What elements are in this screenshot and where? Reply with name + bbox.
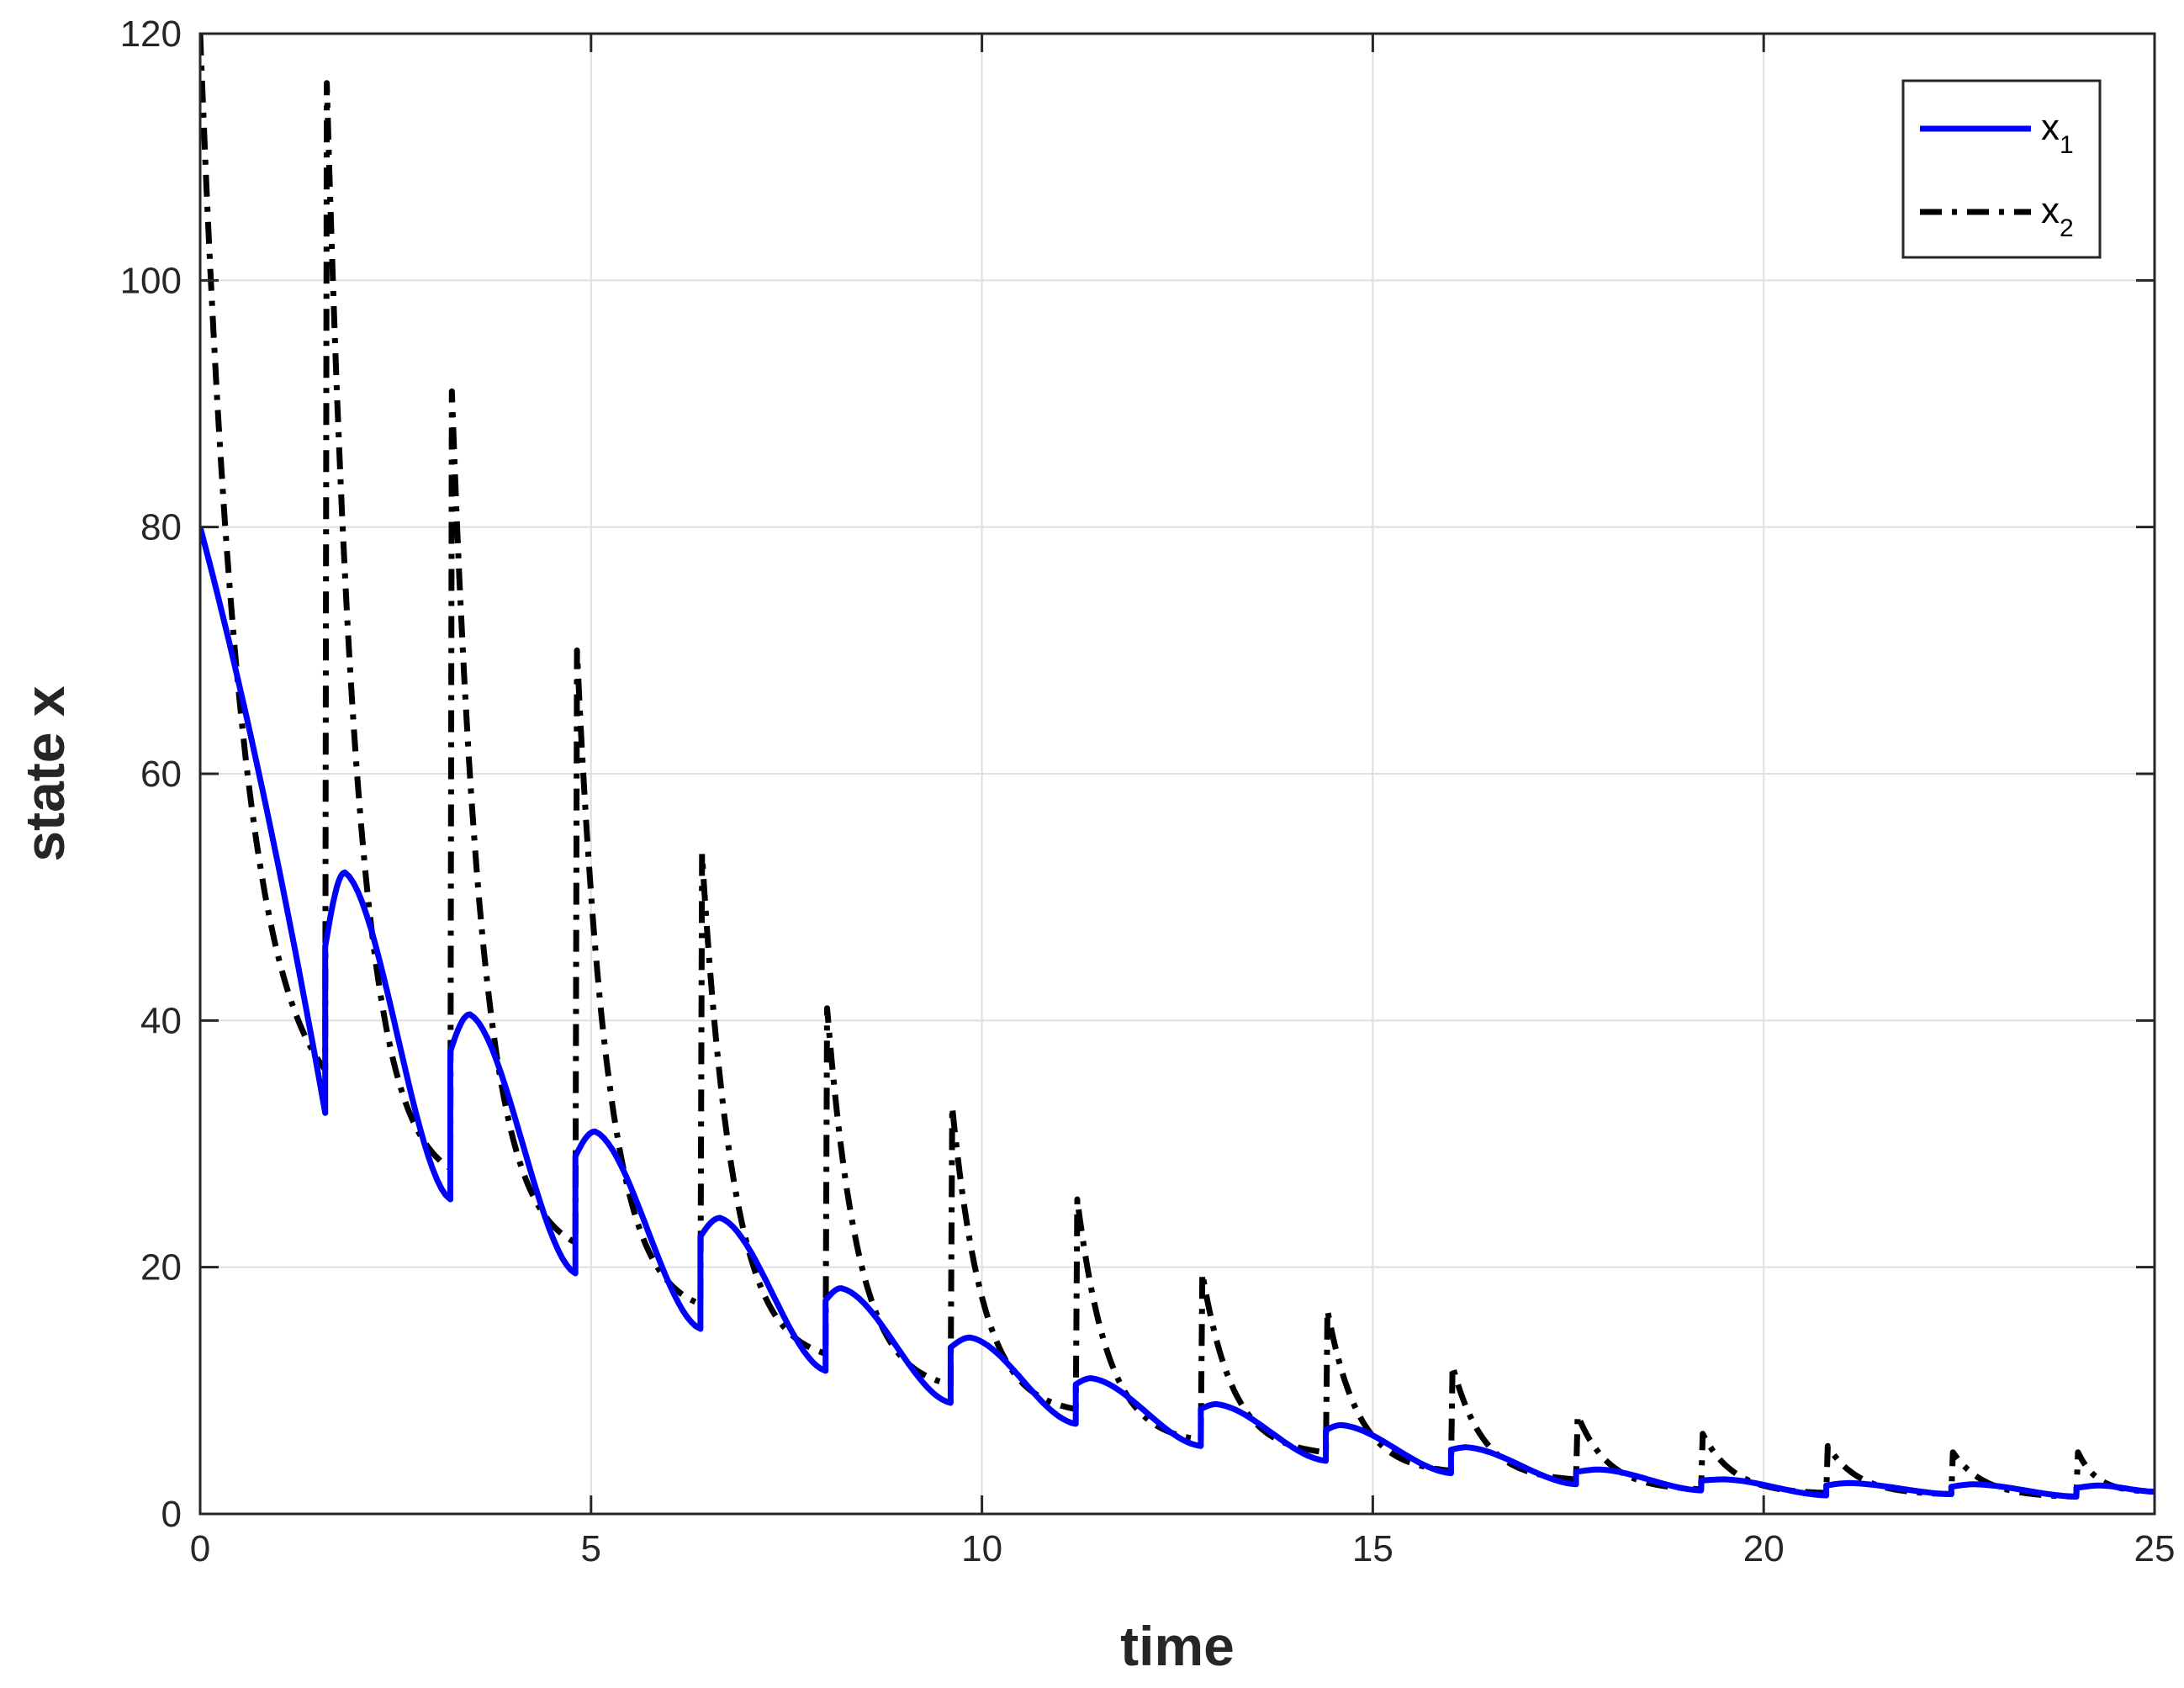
- series-x1-line: [200, 526, 2155, 1500]
- x-tick-label: 20: [1743, 1528, 1785, 1569]
- y-tick-label: 100: [120, 260, 182, 301]
- legend-label-x1: x1: [2041, 107, 2074, 159]
- x-tick-label: 15: [1352, 1528, 1393, 1569]
- x-tick-label: 25: [2134, 1528, 2176, 1569]
- series-layer: [200, 34, 2155, 1500]
- x-axis-title: time: [1120, 1615, 1235, 1677]
- y-tick-label: 0: [161, 1494, 182, 1535]
- legend-box: [1901, 79, 2102, 259]
- legend: x1 x2: [1901, 79, 2102, 259]
- y-tick-label: 40: [140, 1000, 182, 1041]
- ticks: 0 5 10 15 20 25 0 20 40 60 80 100 120: [120, 13, 2176, 1569]
- x-tick-label: 10: [961, 1528, 1002, 1569]
- grid: [199, 33, 2155, 1515]
- y-axis-title: state x: [13, 685, 76, 861]
- y-tick-label: 80: [140, 507, 182, 548]
- y-tick-label: 120: [120, 13, 182, 55]
- y-tick-label: 60: [140, 754, 182, 795]
- y-tick-label: 20: [140, 1247, 182, 1288]
- legend-label-x2: x2: [2041, 190, 2074, 242]
- x-tick-label: 0: [190, 1528, 210, 1569]
- x-tick-label: 5: [581, 1528, 601, 1569]
- series-x2-line: [200, 34, 2155, 1500]
